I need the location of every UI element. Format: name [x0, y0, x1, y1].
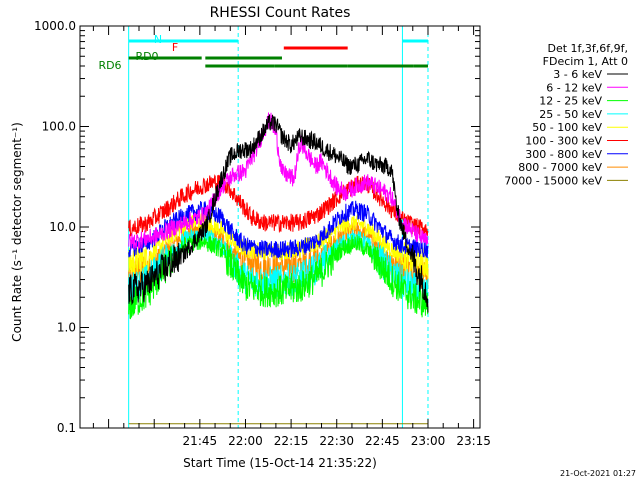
legend-entry-label: 7000 - 15000 keV	[504, 174, 602, 187]
timestamp-label: 21-Oct-2021 01:27	[560, 469, 636, 478]
chart-title: RHESSI Count Rates	[210, 5, 351, 21]
x-tick-label: 22:45	[365, 434, 400, 448]
bar-label-f: F	[172, 41, 178, 54]
legend-entry-label: 3 - 6 keV	[553, 68, 602, 81]
legend-entry-label: 25 - 50 keV	[539, 108, 602, 121]
x-axis-label: Start Time (15-Oct-14 21:35:22)	[183, 456, 377, 470]
y-axis-label: Count Rate (s⁻¹ detector segment⁻¹)	[10, 122, 24, 342]
x-tick-label: 22:00	[228, 434, 263, 448]
y-tick-label: 1.0	[57, 321, 76, 335]
series-line	[128, 112, 429, 250]
x-tick-label: 21:45	[183, 434, 218, 448]
bar-label-n: N	[154, 33, 162, 46]
legend-entry-label: 12 - 25 keV	[539, 95, 602, 108]
series-line	[128, 174, 429, 237]
legend-entry-label: 6 - 12 keV	[546, 81, 602, 94]
series-line	[128, 114, 429, 313]
bar-label-rd6: RD6	[98, 59, 121, 72]
x-tick-label: 23:15	[456, 434, 491, 448]
legend-entry-label: 800 - 7000 keV	[518, 161, 602, 174]
legend-entry-label: 50 - 100 keV	[532, 121, 602, 134]
x-tick-label: 22:30	[319, 434, 354, 448]
legend-header: FDecim 1, Att 0	[543, 55, 628, 68]
legend-header: Det 1f,3f,6f,9f,	[547, 42, 628, 55]
legend-entry-label: 100 - 300 keV	[525, 135, 602, 148]
x-tick-label: 22:15	[274, 434, 309, 448]
y-tick-label: 1000.0	[34, 19, 76, 33]
x-tick-label: 23:00	[411, 434, 446, 448]
bar-label-rd0: RD0	[135, 50, 158, 63]
y-tick-label: 0.1	[57, 421, 76, 435]
y-tick-label: 10.0	[49, 220, 76, 234]
y-tick-label: 100.0	[42, 120, 76, 134]
legend-entry-label: 300 - 800 keV	[525, 148, 602, 161]
